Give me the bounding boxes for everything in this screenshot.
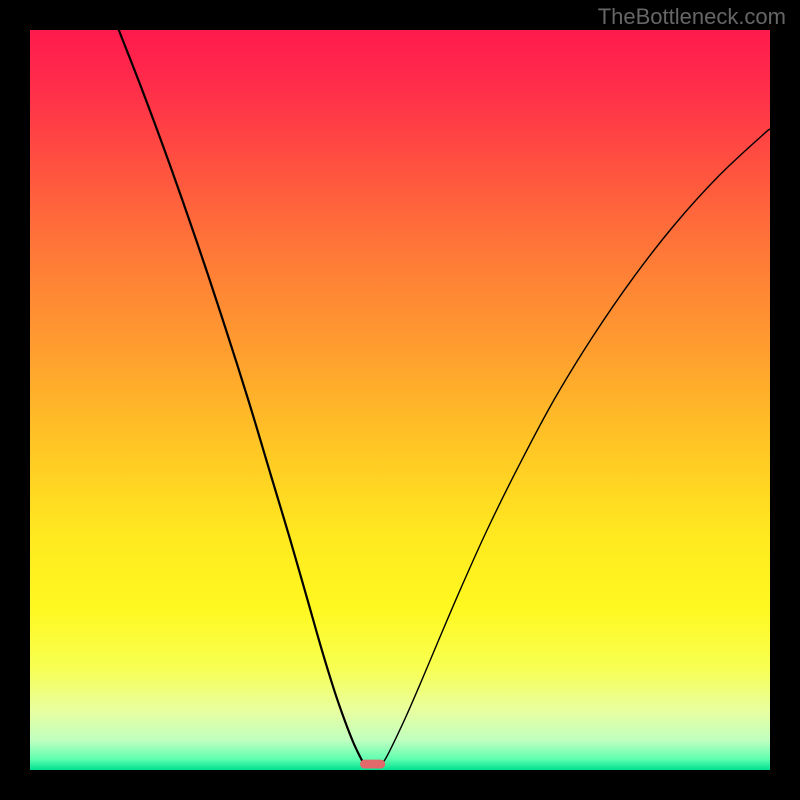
bottleneck-marker xyxy=(360,760,385,769)
watermark-text: TheBottleneck.com xyxy=(598,4,786,30)
chart-svg xyxy=(0,0,800,800)
plot-gradient-background xyxy=(30,30,770,770)
chart-container: TheBottleneck.com xyxy=(0,0,800,800)
